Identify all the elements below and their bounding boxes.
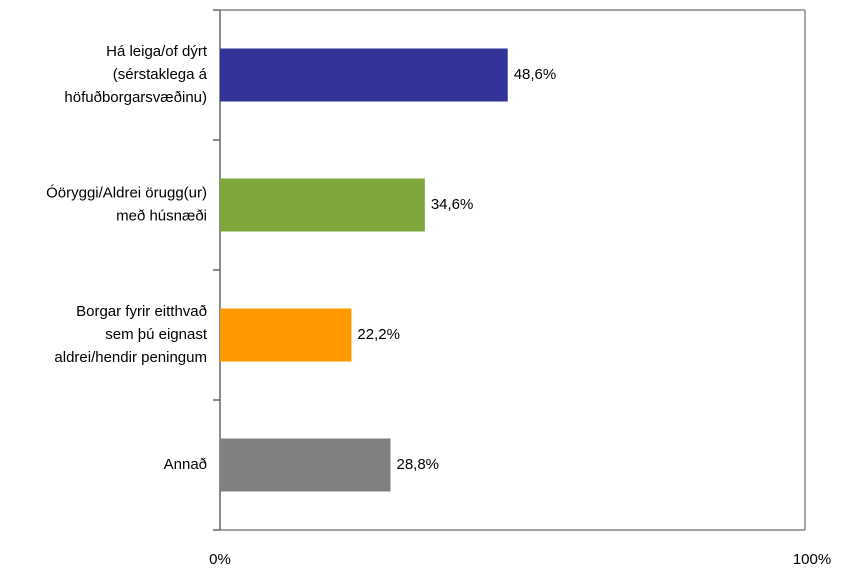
- bar: [220, 308, 352, 362]
- category-label: Borgar fyrir eitthvað sem þú eignast aldre…: [54, 303, 207, 366]
- category-label: Há leiga/of dýrt (sérstaklega á höfuðborga…: [64, 43, 207, 106]
- value-label: 22,2%: [357, 326, 400, 343]
- category-label: Óöryggi/Aldrei örugg(ur) með húsnæði: [46, 184, 207, 224]
- x-tick-label: 0%: [209, 551, 231, 568]
- value-label: 34,6%: [431, 196, 474, 213]
- value-label: 48,6%: [514, 66, 557, 83]
- value-label: 28,8%: [396, 456, 439, 473]
- bar: [220, 48, 508, 102]
- bar: [220, 178, 425, 232]
- bar: [220, 438, 391, 492]
- x-tick-label: 100%: [793, 551, 831, 568]
- category-label: Annað: [164, 456, 207, 473]
